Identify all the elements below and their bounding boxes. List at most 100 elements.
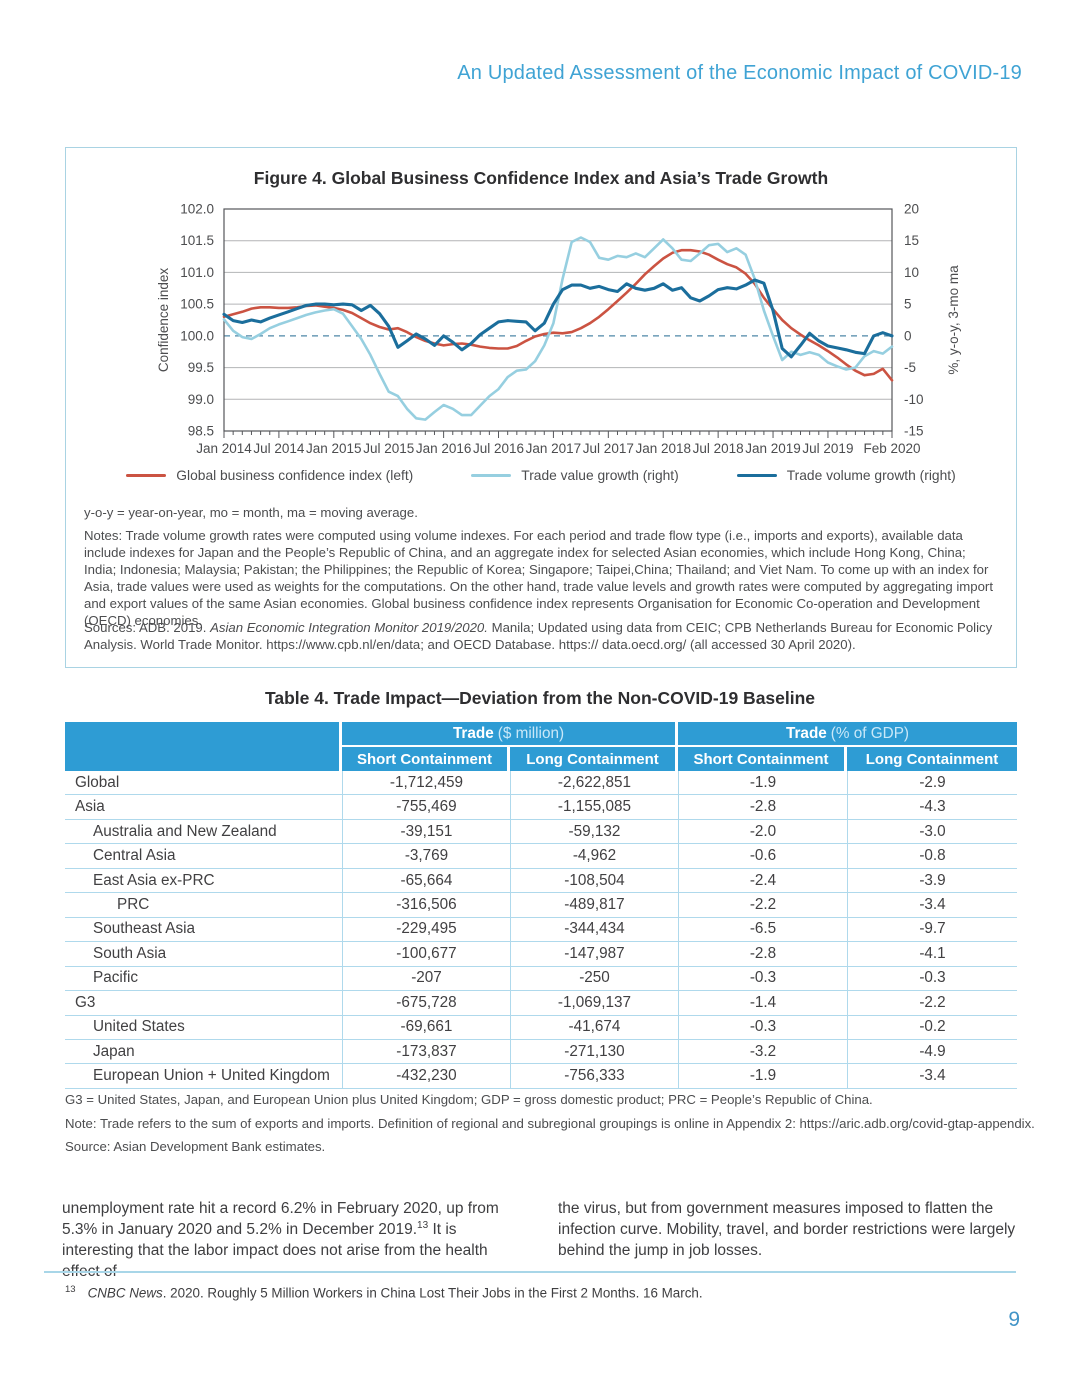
cell-value: -271,130 bbox=[510, 1039, 678, 1064]
row-label: PRC bbox=[117, 895, 150, 913]
svg-text:Confidence index: Confidence index bbox=[156, 268, 171, 373]
table-row: Central Asia -3,769 -4,962 -0.6 -0.8 bbox=[65, 844, 1017, 869]
body-column-left: unemployment rate hit a record 6.2% in F… bbox=[62, 1200, 499, 1280]
cell-value: -0.3 bbox=[678, 1015, 847, 1039]
table-row: European Union + United Kingdom -432,230-… bbox=[65, 1064, 1017, 1089]
svg-text:Jul 2015: Jul 2015 bbox=[363, 441, 414, 456]
svg-text:98.5: 98.5 bbox=[188, 424, 214, 439]
legend-line-swatch bbox=[736, 474, 777, 477]
cell-value: -229,495 bbox=[342, 917, 510, 942]
cell-value: -316,506 bbox=[342, 893, 510, 917]
svg-text:Jan 2019: Jan 2019 bbox=[745, 441, 801, 456]
table-row: Asia -755,469 -1,155,085 -2.8 -4.3 bbox=[65, 795, 1017, 820]
cell-value: -2.0 bbox=[678, 819, 847, 844]
cell-value: -207 bbox=[342, 966, 510, 991]
table-footnote-source: Source: Asian Development Bank estimates… bbox=[65, 1139, 326, 1154]
table-subheader-short-containment-2: Short Containment bbox=[678, 747, 847, 771]
cell-value: -1.9 bbox=[678, 771, 847, 795]
row-label: Pacific bbox=[93, 969, 139, 987]
cell-value: -1.9 bbox=[678, 1064, 847, 1088]
cell-value: -2.4 bbox=[678, 868, 847, 893]
cell-value: -3.4 bbox=[847, 1064, 1017, 1088]
svg-text:10: 10 bbox=[904, 265, 919, 280]
table-row: Japan -173,837 -271,130 -3.2 -4.9 bbox=[65, 1039, 1017, 1065]
cell-value: -489,817 bbox=[510, 893, 678, 917]
row-label: Southeast Asia bbox=[93, 920, 196, 938]
legend-label: Trade value growth (right) bbox=[521, 468, 679, 483]
table-row: United States -69,661 -41,674 -0.3 -0.2 bbox=[65, 1015, 1017, 1040]
svg-text:Jul 2018: Jul 2018 bbox=[693, 441, 744, 456]
cell-value: -3.9 bbox=[847, 868, 1017, 893]
cell-value: -2.8 bbox=[678, 795, 847, 819]
row-label: Global bbox=[75, 773, 120, 791]
cell-value: -0.3 bbox=[847, 966, 1017, 991]
table-footnote-abbreviations: G3 = United States, Japan, and European … bbox=[65, 1092, 873, 1107]
table-header: Trade ($ million) Trade (% of GDP) Short C… bbox=[65, 722, 1017, 771]
cell-value: -2.2 bbox=[678, 893, 847, 917]
cell-value: -1,155,085 bbox=[510, 795, 678, 819]
row-label: Central Asia bbox=[93, 847, 176, 865]
row-label: Japan bbox=[93, 1042, 135, 1060]
row-label: United States bbox=[93, 1018, 185, 1036]
legend-line-swatch bbox=[126, 474, 167, 477]
svg-text:99.0: 99.0 bbox=[188, 392, 214, 407]
table-row: PRC -316,506 -489,817 -2.2 -3.4 bbox=[65, 893, 1017, 918]
svg-text:Jul 2017: Jul 2017 bbox=[583, 441, 634, 456]
table-title: Table 4. Trade Impact—Deviation from the… bbox=[264, 688, 816, 708]
body-text-columns: unemployment rate hit a record 6.2% in F… bbox=[62, 1198, 1020, 1282]
svg-text:20: 20 bbox=[904, 202, 919, 217]
row-label: Australia and New Zealand bbox=[93, 822, 277, 840]
row-label: South Asia bbox=[93, 944, 167, 962]
row-label: Asia bbox=[75, 798, 105, 816]
svg-text:102.0: 102.0 bbox=[180, 202, 214, 217]
cell-value: -2.9 bbox=[847, 771, 1017, 795]
svg-text:Jan 2014: Jan 2014 bbox=[196, 441, 252, 456]
cell-value: -6.5 bbox=[678, 917, 847, 942]
trade-table-body: Global -1,712,459 -2,622,851 -1.9 -2.9 Asia -7… bbox=[65, 771, 1017, 1089]
cell-value: -1,712,459 bbox=[342, 771, 510, 795]
figure-title: Figure 4. Global Business Confidence Ind… bbox=[253, 168, 829, 188]
row-label: East Asia ex-PRC bbox=[93, 871, 215, 889]
cell-value: -1,069,137 bbox=[510, 991, 678, 1015]
cell-value: -2.8 bbox=[678, 942, 847, 966]
table-footnotes: G3 = United States, Japan, and European … bbox=[65, 1092, 1035, 1163]
cell-value: -0.2 bbox=[847, 1015, 1017, 1039]
page-number: 9 bbox=[1008, 1308, 1020, 1331]
cell-value: -59,132 bbox=[510, 819, 678, 844]
svg-text:-10: -10 bbox=[904, 392, 924, 407]
cell-value: -2,622,851 bbox=[510, 771, 678, 795]
body-column-right: the virus, but from government measures … bbox=[558, 1200, 1016, 1259]
svg-text:Jul 2016: Jul 2016 bbox=[473, 441, 524, 456]
legend-label: Global business confidence index (left) bbox=[176, 468, 414, 483]
table-row: Pacific -207 -250 -0.3 -0.3 bbox=[65, 966, 1017, 992]
cell-value: -147,987 bbox=[510, 942, 678, 966]
cell-value: -69,661 bbox=[342, 1015, 510, 1039]
cell-value: -2.2 bbox=[847, 991, 1017, 1015]
svg-text:%, y-o-y, 3-mo ma: %, y-o-y, 3-mo ma bbox=[946, 265, 961, 375]
cell-value: -344,434 bbox=[510, 917, 678, 942]
legend-line-swatch bbox=[471, 474, 512, 477]
svg-text:Jan 2015: Jan 2015 bbox=[306, 441, 362, 456]
svg-text:15: 15 bbox=[904, 233, 919, 248]
cell-value: -0.6 bbox=[678, 844, 847, 868]
row-label: European Union + United Kingdom bbox=[93, 1067, 330, 1085]
table-footnote-note: Note: Trade refers to the sum of exports… bbox=[65, 1115, 1035, 1131]
cell-value: -100,677 bbox=[342, 942, 510, 966]
cell-value: -4,962 bbox=[510, 844, 678, 868]
cell-value: -108,504 bbox=[510, 868, 678, 893]
table-subheader-long-containment-2: Long Containment bbox=[847, 747, 1017, 771]
cell-value: -39,151 bbox=[342, 819, 510, 844]
table-subheader-short-containment-1: Short Containment bbox=[342, 747, 510, 771]
svg-text:-5: -5 bbox=[904, 360, 916, 375]
page-header-title: An Updated Assessment of the Economic Im… bbox=[457, 62, 1022, 84]
svg-text:Jul 2014: Jul 2014 bbox=[253, 441, 305, 456]
table-row: Australia and New Zealand -39,151 -59,132-… bbox=[65, 819, 1017, 845]
table-row: G3 -675,728 -1,069,137 -1.4 -2.2 bbox=[65, 991, 1017, 1016]
svg-text:101.0: 101.0 bbox=[180, 265, 214, 280]
footnote-ref-13: 13 bbox=[417, 1219, 429, 1231]
footnote-divider bbox=[44, 1271, 1016, 1273]
chart-legend: Global business confidence index (left) T… bbox=[66, 468, 1016, 483]
table-colgroup-trade-million: Trade ($ million) bbox=[342, 722, 678, 747]
svg-text:101.5: 101.5 bbox=[180, 233, 214, 248]
